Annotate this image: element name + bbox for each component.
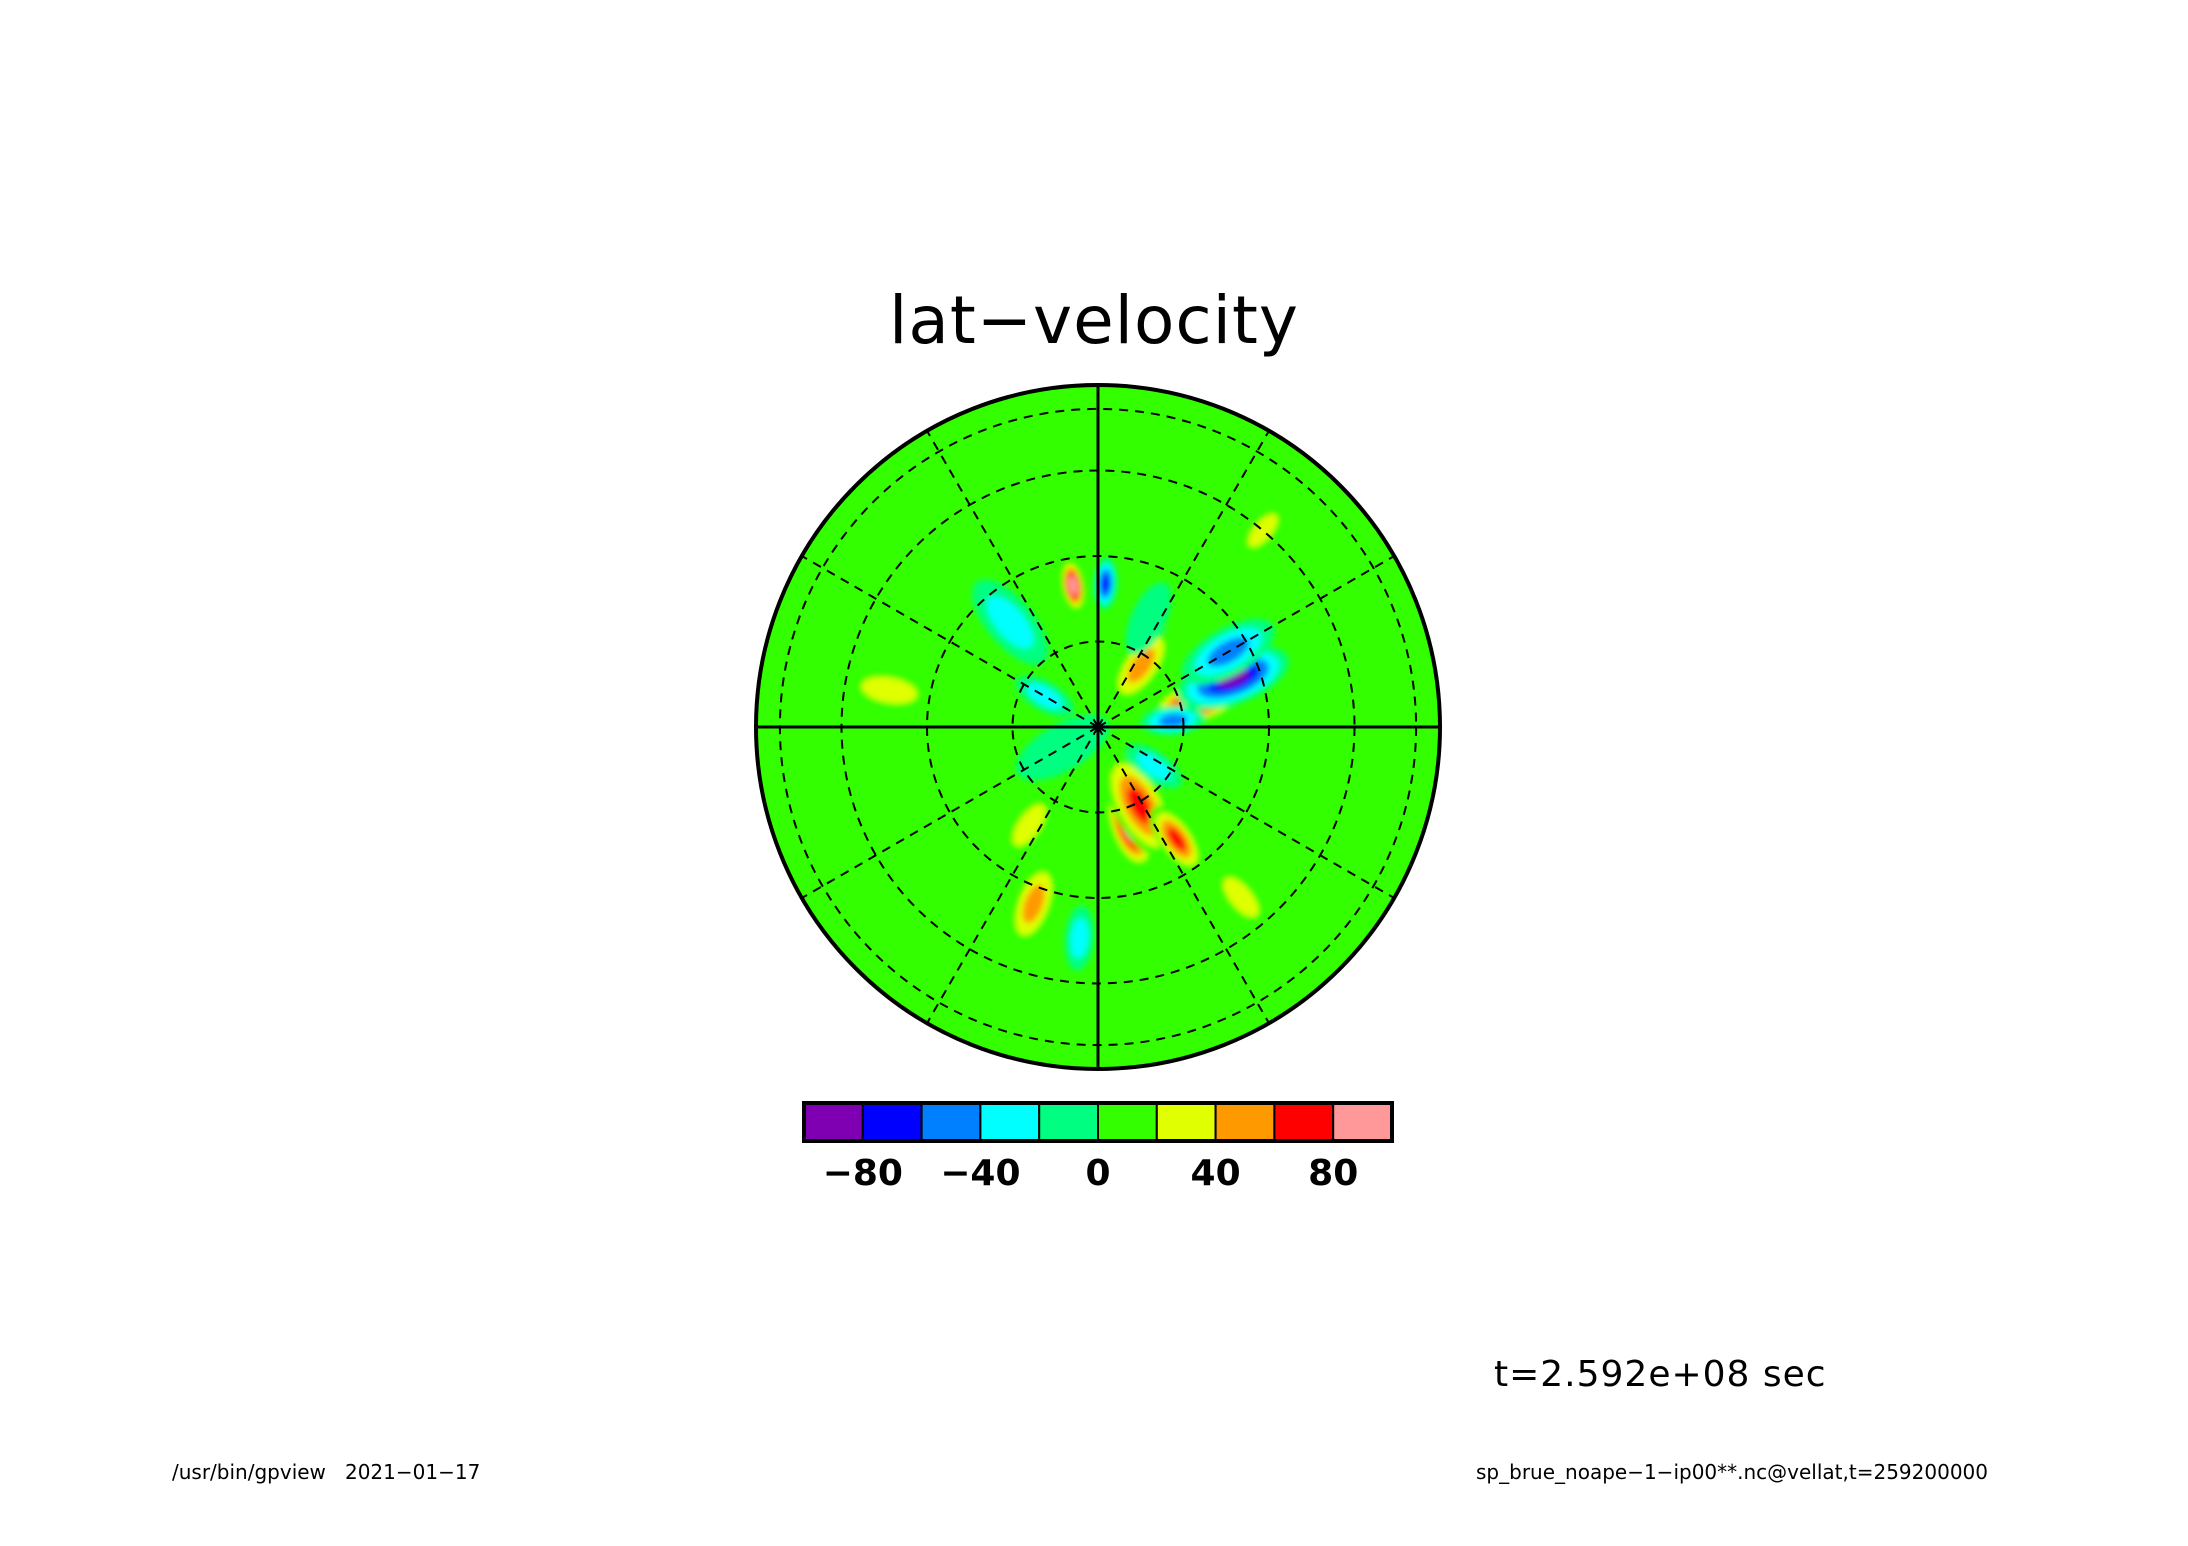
contour-feature — [1149, 805, 1204, 873]
colorbar: −80 −40 0 40 80 — [802, 1101, 1394, 1194]
contour-level — [861, 676, 917, 704]
contour-level — [1248, 514, 1278, 547]
contour-level — [1158, 713, 1188, 727]
contour-feature — [1125, 582, 1172, 655]
colorbar-cell — [1038, 1102, 1099, 1142]
contour-feature — [1064, 905, 1095, 971]
contour-feature — [1093, 557, 1118, 610]
colorbar-cell — [920, 1102, 982, 1142]
colorbar-tick-label: −40 — [940, 1153, 1020, 1194]
colorbar-tick-label: 80 — [1308, 1153, 1358, 1194]
colorbar-cell — [1332, 1102, 1393, 1142]
colorbar-cell — [979, 1102, 1041, 1142]
footer-program-path: /usr/bin/gpview — [172, 1460, 326, 1484]
contour-feature — [1239, 503, 1287, 558]
contour-feature — [844, 668, 935, 712]
contour-level — [1022, 884, 1045, 924]
contour-feature — [972, 579, 1048, 665]
contour-feature — [1212, 865, 1270, 930]
footer-source: sp_brue_noape−1−ip00**.nc@vellat,t=25920… — [1476, 1460, 1988, 1484]
colorbar-frame — [802, 1101, 1394, 1143]
contour-level — [986, 596, 1034, 649]
colorbar-cell — [1097, 1102, 1158, 1142]
polar-grid — [754, 383, 1442, 1071]
contour-level — [1101, 574, 1110, 593]
contour-level — [1070, 918, 1089, 959]
colorbar-cell — [861, 1102, 923, 1142]
footer-date: 2021−01−17 — [344, 1460, 481, 1484]
colorbar-tick-label: −80 — [823, 1153, 903, 1194]
colorbar-cell — [1155, 1102, 1217, 1142]
contour-level — [1223, 877, 1259, 917]
contour-level — [1125, 582, 1172, 655]
contour-level — [1012, 804, 1046, 846]
colorbar-cell — [803, 1102, 864, 1142]
contour-feature — [1009, 860, 1059, 948]
time-label: t=2.592e+08 sec — [1494, 1354, 1827, 1395]
contour-feature — [1060, 559, 1086, 612]
colorbar-cell — [1273, 1102, 1335, 1142]
contour-level — [1167, 827, 1186, 851]
contour-level — [1127, 787, 1153, 824]
contour-level — [1136, 752, 1172, 780]
chart-title: lat−velocity — [889, 282, 1299, 359]
contour-level — [1070, 579, 1077, 592]
plot-boundary — [754, 383, 1442, 1071]
colorbar-cell — [1214, 1102, 1276, 1142]
contour-feature — [1002, 791, 1056, 859]
footer-program: /usr/bin/gpview 2021−01−17 — [172, 1460, 480, 1484]
colorbar-tick-label: 40 — [1191, 1153, 1241, 1194]
colorbar-tick-label: 0 — [1085, 1153, 1110, 1194]
